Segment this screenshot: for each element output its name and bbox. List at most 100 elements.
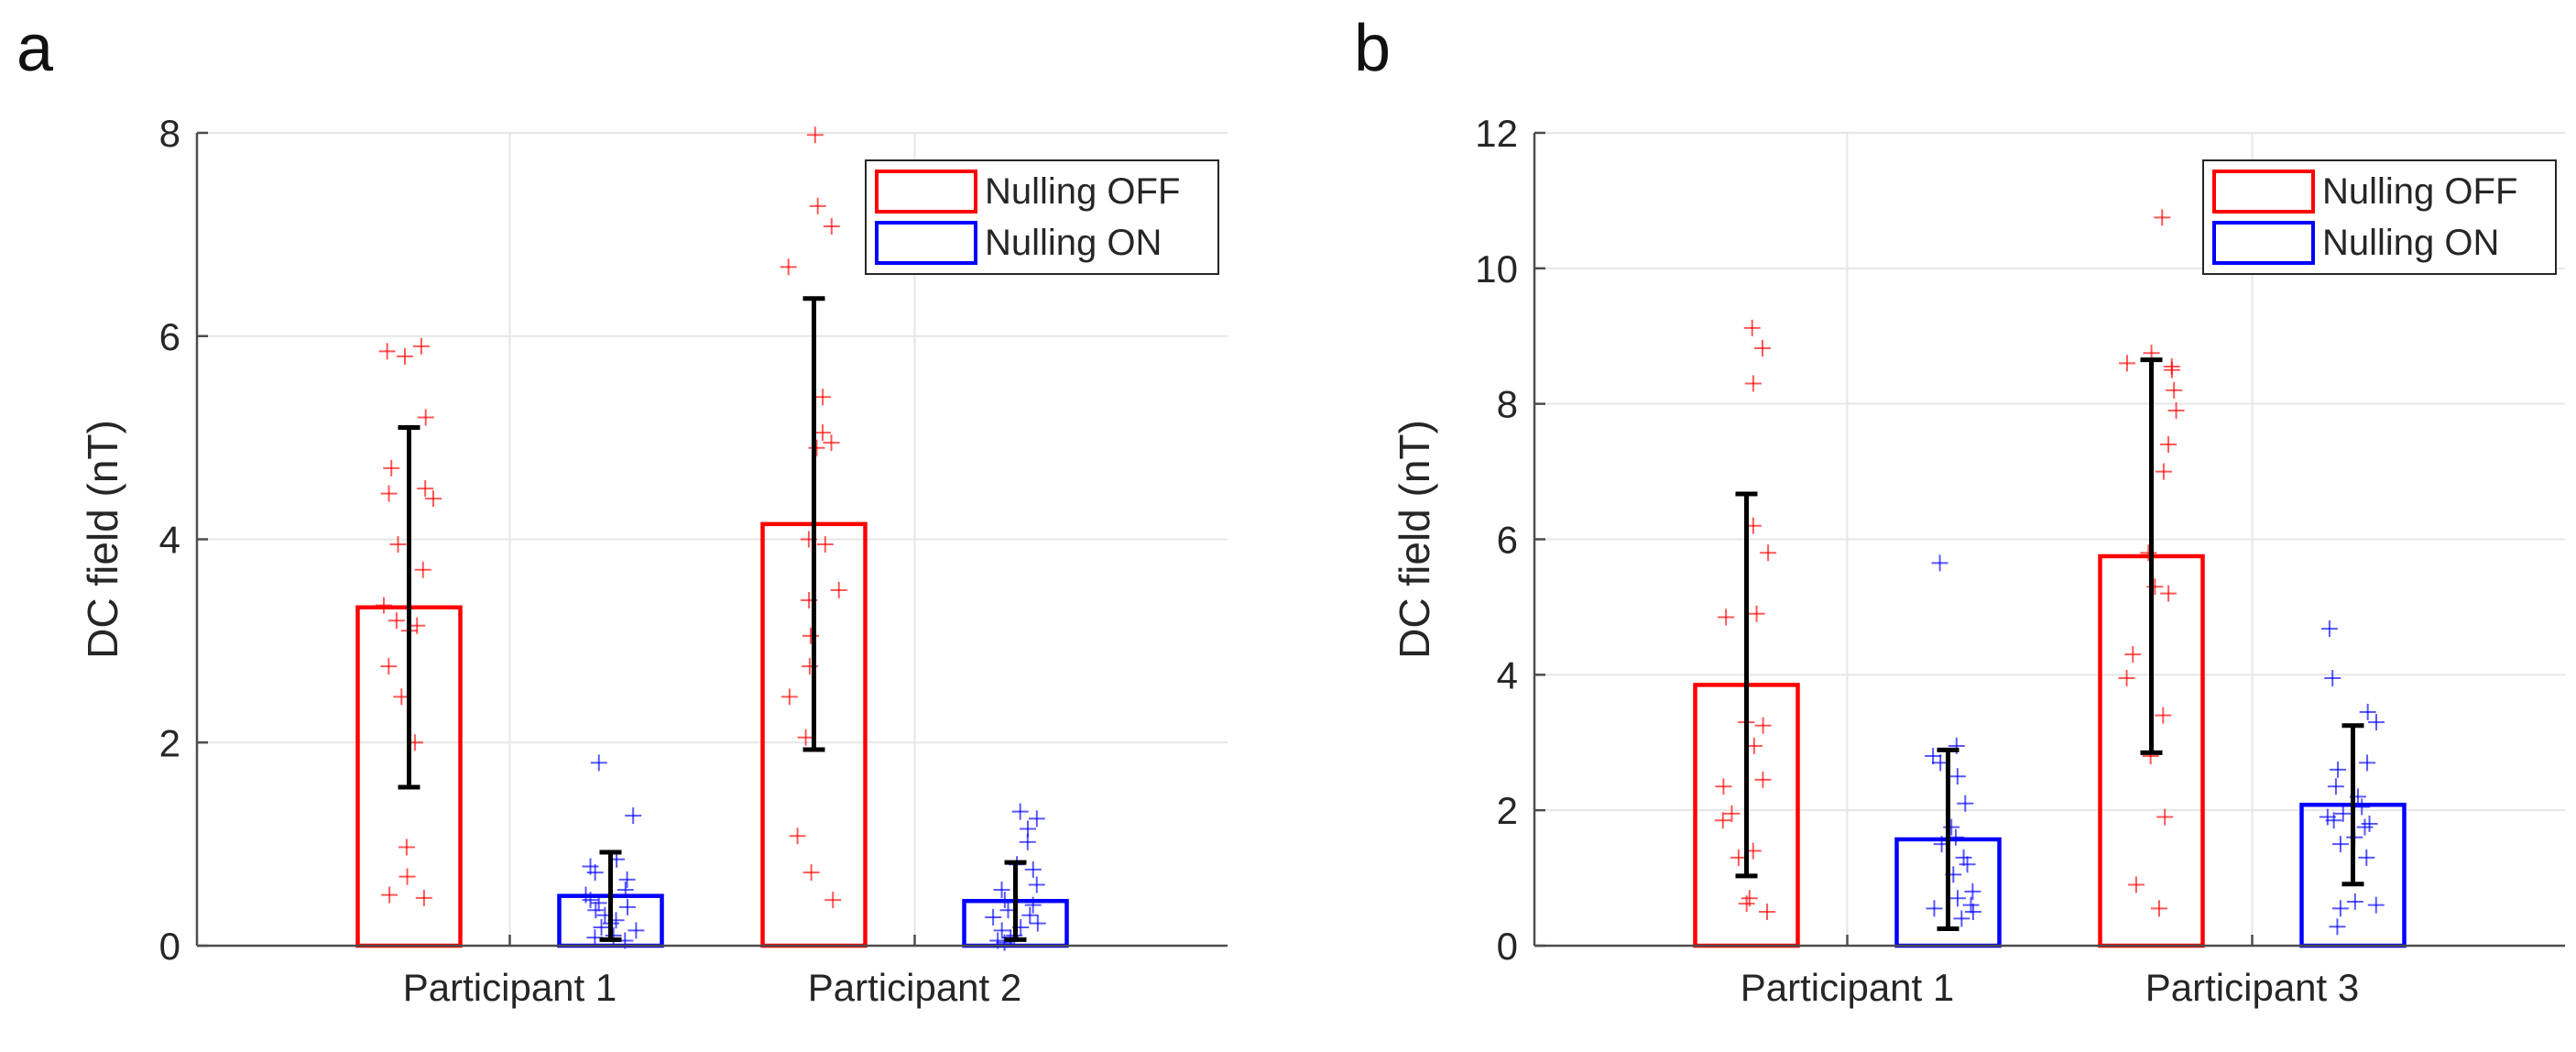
data-point (414, 561, 431, 578)
data-point (1021, 906, 1039, 924)
data-point (2155, 707, 2172, 724)
data-point (2154, 209, 2171, 226)
data-point (412, 337, 430, 355)
data-point (1748, 605, 1765, 622)
legend-label: Nulling OFF (985, 171, 1180, 212)
data-point (593, 919, 610, 937)
data-point (618, 871, 636, 888)
legend-label: Nulling ON (2322, 223, 2499, 263)
data-point (2361, 815, 2378, 832)
data-point (1754, 771, 1772, 788)
data-point (993, 922, 1010, 939)
data-point (1959, 856, 1976, 873)
data-point (809, 197, 826, 214)
error-bar (2140, 357, 2163, 755)
data-point (2140, 544, 2157, 562)
y-tick-label: 0 (159, 925, 180, 968)
data-point (2320, 620, 2338, 638)
data-point (586, 864, 604, 882)
data-point (2160, 585, 2178, 602)
data-point (383, 459, 400, 477)
data-point (1953, 910, 1970, 927)
data-point (2167, 402, 2185, 420)
legend-swatch (875, 170, 977, 214)
data-point (2155, 463, 2172, 480)
data-point (2163, 361, 2180, 378)
data-point (2353, 798, 2371, 816)
data-point (802, 864, 820, 882)
data-point (2329, 918, 2346, 936)
legend-swatch (875, 221, 977, 265)
y-tick-label: 2 (1497, 789, 1518, 832)
data-point (2166, 381, 2183, 399)
x-tick-label: Participant 3 (2145, 966, 2359, 1009)
error-bar (599, 849, 622, 942)
data-point (2150, 900, 2167, 917)
data-point (2358, 849, 2375, 866)
data-point (1760, 544, 1777, 562)
data-point (2356, 818, 2374, 836)
y-tick-label: 8 (159, 112, 180, 155)
y-tick-label: 4 (159, 519, 180, 562)
data-point (2331, 900, 2349, 917)
y-tick-label: 12 (1475, 112, 1518, 155)
y-tick-label: 6 (159, 315, 180, 358)
data-point (996, 892, 1013, 909)
data-point (1019, 833, 1036, 850)
data-point (1738, 895, 1755, 913)
data-point (618, 898, 636, 915)
data-point (1949, 890, 1966, 907)
data-point (1024, 896, 1042, 914)
data-point (1759, 904, 1776, 921)
data-point (1955, 849, 1972, 866)
data-point (1715, 778, 1732, 795)
data-point (2330, 761, 2347, 778)
data-point (780, 688, 798, 706)
y-tick-label: 0 (1497, 925, 1518, 968)
x-tick-label: Participant 1 (1741, 966, 1954, 1009)
y-tick-label: 8 (1497, 383, 1518, 426)
data-point (2156, 808, 2174, 826)
data-point (590, 754, 607, 772)
data-point (1744, 375, 1762, 392)
data-point (398, 868, 416, 885)
error-bar (802, 296, 825, 752)
data-point (2160, 436, 2178, 454)
legend-swatch (2212, 221, 2315, 265)
data-point (587, 902, 605, 919)
panel-label-a: a (16, 12, 54, 85)
data-point (2346, 893, 2363, 910)
data-point (387, 612, 405, 630)
data-point (389, 536, 407, 553)
y-tick-label: 10 (1475, 247, 1518, 290)
legend-label: Nulling OFF (2322, 171, 2517, 212)
data-point (802, 627, 819, 644)
data-point (425, 490, 442, 508)
data-point (789, 827, 806, 845)
data-point (1931, 554, 1948, 572)
data-point (1028, 810, 1045, 827)
data-point (1926, 900, 1943, 917)
data-point (814, 389, 832, 406)
data-point (617, 882, 634, 899)
data-point (996, 934, 1013, 951)
chart-panel-b: 0 2 4 6 8 10 12 Participant 1 Participant 3 DC fi… (1391, 112, 2565, 1009)
data-point (380, 485, 398, 502)
chart-panel-a: 0 2 4 6 8 Participant 1 Participant 2 DC field … (79, 112, 1228, 1009)
data-point (993, 882, 1010, 899)
data-point (797, 729, 814, 746)
data-point (378, 343, 396, 360)
data-point (1962, 896, 1980, 914)
data-point (625, 807, 642, 825)
data-point (824, 892, 842, 909)
x-tick-label: Participant 2 (808, 966, 1021, 1009)
legend-box (2202, 159, 2557, 275)
data-point (582, 892, 599, 909)
error-bar (1937, 747, 1959, 932)
data-point (1943, 818, 1960, 836)
y-tick-label: 2 (159, 721, 180, 764)
data-point (397, 347, 414, 365)
legend-box (865, 159, 1219, 275)
data-point (2124, 646, 2142, 663)
